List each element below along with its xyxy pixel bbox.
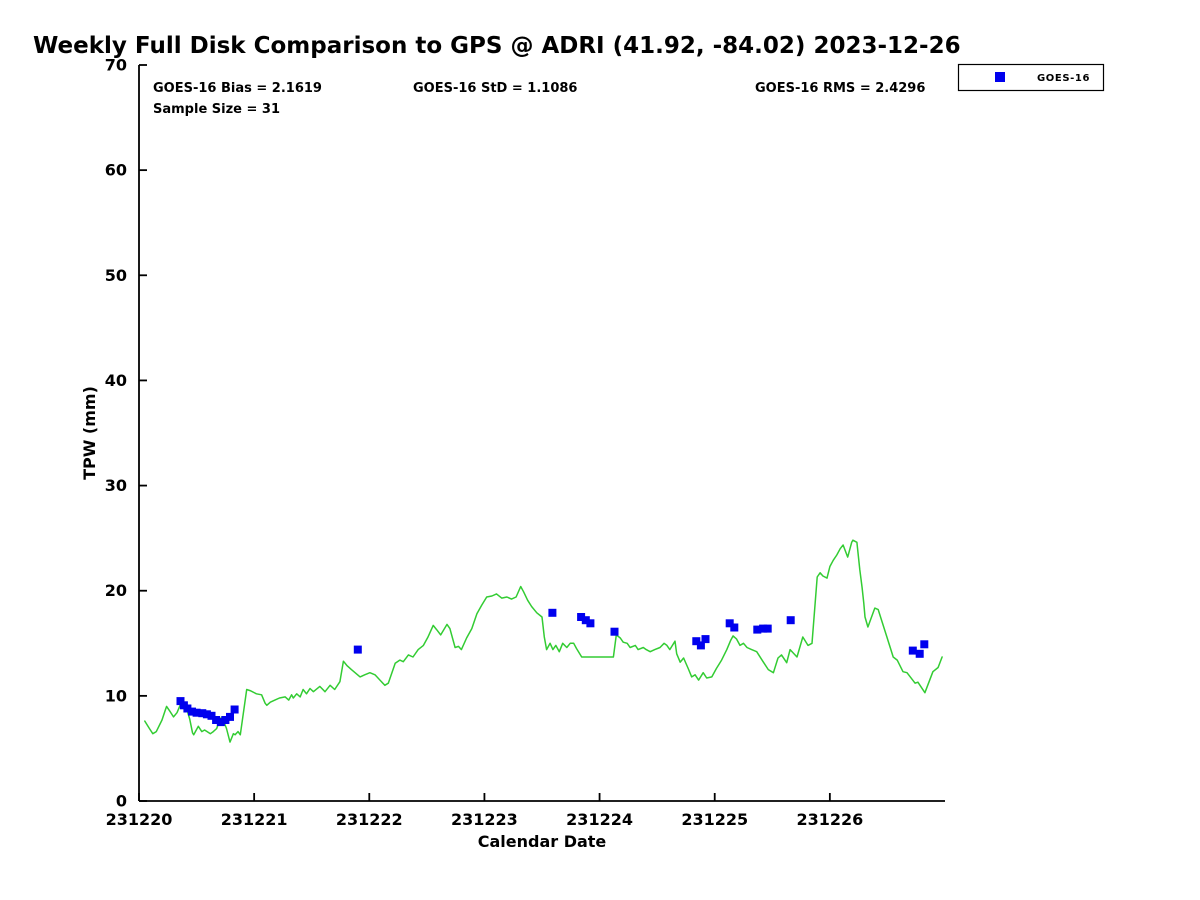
y-tick-label: 10 bbox=[105, 686, 127, 705]
goes16-marker bbox=[610, 627, 619, 636]
goes16-marker bbox=[908, 646, 917, 655]
legend-label: GOES-16 bbox=[1037, 73, 1090, 84]
goes16-marker bbox=[548, 608, 557, 617]
y-axis-ticks: 0 10 20 30 40 50 60 70 bbox=[105, 56, 147, 811]
stat-std: GOES-16 StD = 1.1086 bbox=[413, 81, 577, 96]
goes16-marker bbox=[696, 641, 705, 650]
goes16-marker bbox=[183, 704, 192, 713]
goes16-marker bbox=[216, 718, 225, 727]
goes16-marker bbox=[188, 707, 196, 716]
goes16-marker bbox=[207, 711, 216, 720]
x-axis-ticks: 231220 231221 231222 231223 231224 231225 2312… bbox=[106, 793, 863, 829]
goes16-marker bbox=[198, 709, 207, 718]
goes16-marker bbox=[581, 616, 590, 625]
legend-square-marker-icon bbox=[995, 72, 1005, 82]
data-series bbox=[144, 539, 943, 743]
y-tick-label: 40 bbox=[105, 371, 127, 390]
goes16-marker bbox=[692, 637, 701, 646]
y-axis-label: TPW (mm) bbox=[80, 386, 99, 480]
goes16-marker bbox=[915, 649, 924, 658]
legend: GOES-16 bbox=[957, 63, 1105, 92]
x-tick-label: 231222 bbox=[336, 810, 403, 829]
x-tick-label: 231223 bbox=[451, 810, 518, 829]
y-tick-label: 60 bbox=[105, 161, 127, 180]
stat-rms: GOES-16 RMS = 2.4296 bbox=[755, 81, 925, 96]
x-tick-label: 231224 bbox=[566, 810, 633, 829]
goes16-marker bbox=[701, 635, 710, 644]
y-tick-label: 50 bbox=[105, 266, 127, 285]
x-tick-label: 231225 bbox=[681, 810, 748, 829]
stat-bias: GOES-16 Bias = 2.1619 bbox=[153, 81, 322, 96]
goes16-marker bbox=[577, 613, 586, 621]
x-tick-label: 231220 bbox=[106, 810, 173, 829]
goes16-marker bbox=[920, 640, 929, 649]
goes16-marker bbox=[725, 619, 734, 628]
goes16-marker bbox=[763, 624, 772, 633]
goes16-marker bbox=[230, 705, 239, 714]
goes16-marker bbox=[202, 710, 211, 719]
goes16-marker bbox=[221, 716, 230, 724]
legend-box bbox=[957, 63, 1105, 92]
goes16-marker bbox=[353, 645, 362, 654]
goes16-marker bbox=[176, 697, 185, 706]
chart-title: Weekly Full Disk Comparison to GPS @ ADR… bbox=[33, 33, 961, 59]
goes16-marker bbox=[212, 716, 221, 724]
y-tick-label: 70 bbox=[105, 56, 127, 75]
goes16-marker bbox=[586, 619, 595, 628]
goes16-marker bbox=[226, 712, 234, 721]
y-tick-label: 0 bbox=[116, 792, 127, 811]
goes16-marker bbox=[753, 625, 762, 634]
gps-line-series bbox=[144, 539, 943, 743]
x-tick-label: 231221 bbox=[221, 810, 288, 829]
goes16-marker bbox=[786, 616, 795, 625]
y-tick-label: 30 bbox=[105, 476, 127, 495]
stat-sample-size: Sample Size = 31 bbox=[153, 102, 280, 117]
goes16-marker bbox=[759, 624, 768, 633]
goes16-marker bbox=[730, 623, 739, 632]
x-tick-label: 231226 bbox=[796, 810, 863, 829]
goes16-marker bbox=[192, 708, 201, 717]
y-tick-label: 20 bbox=[105, 581, 127, 600]
x-axis-label: Calendar Date bbox=[478, 832, 607, 851]
